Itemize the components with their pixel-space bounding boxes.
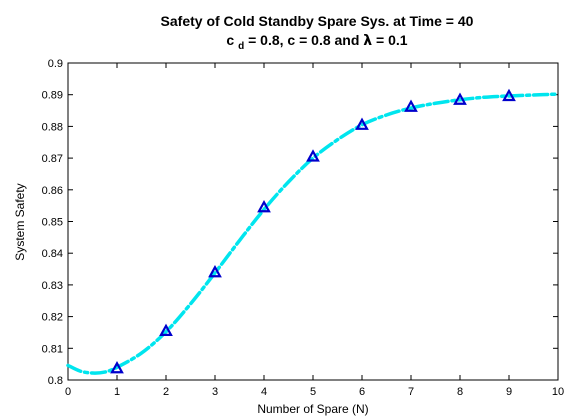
y-tick-label: 0.81 <box>42 343 63 355</box>
subtitle-subscript: d <box>238 41 244 52</box>
data-point-marker <box>159 323 173 336</box>
plot-area-frame <box>67 62 559 381</box>
data-point-marker <box>110 361 124 374</box>
series-markers-group <box>110 88 516 374</box>
x-tick-label: 0 <box>65 386 71 398</box>
y-axis-ticks: 0.8 0.81 0.82 0.83 0.84 0.85 0.86 0.87 0.88 0.89 0… <box>42 58 558 387</box>
data-point-marker <box>306 149 320 162</box>
x-tick-label: 8 <box>457 386 463 398</box>
subtitle-part1: c <box>226 32 234 48</box>
y-tick-label: 0.86 <box>42 185 63 197</box>
y-tick-label: 0.85 <box>42 217 63 229</box>
y-tick-label: 0.84 <box>42 248 63 260</box>
y-tick-label: 0.82 <box>42 312 63 324</box>
chart-subtitle: c d = 0.8, c = 0.8 and λ = 0.1 <box>226 32 407 52</box>
x-tick-label: 4 <box>261 386 267 398</box>
subtitle-part2: = 0.8, c = 0.8 and <box>248 32 363 48</box>
y-tick-label: 0.88 <box>42 121 63 133</box>
x-tick-label: 7 <box>408 386 414 398</box>
x-tick-label: 3 <box>212 386 218 398</box>
chart-title: Safety of Cold Standby Spare Sys. at Tim… <box>161 13 474 29</box>
x-tick-label: 2 <box>163 386 169 398</box>
y-axis-label: System Safety <box>13 183 27 260</box>
y-tick-label: 0.87 <box>42 153 63 165</box>
y-tick-label: 0.83 <box>42 280 63 292</box>
x-axis-ticks: 0 1 2 3 4 5 6 7 8 9 10 <box>65 63 564 398</box>
y-tick-label: 0.9 <box>48 58 63 70</box>
data-point-marker <box>257 199 271 213</box>
data-point-marker <box>208 264 222 278</box>
x-tick-label: 9 <box>506 386 512 398</box>
x-axis-label: Number of Spare (N) <box>257 402 368 416</box>
y-tick-label: 0.8 <box>48 375 63 387</box>
data-point-marker <box>404 99 418 112</box>
data-point-marker <box>355 117 369 130</box>
data-point-marker <box>502 88 516 102</box>
x-tick-label: 1 <box>114 386 120 398</box>
x-tick-label: 6 <box>359 386 365 398</box>
y-tick-label: 0.89 <box>42 90 63 102</box>
data-point-marker <box>453 92 467 105</box>
x-tick-label: 10 <box>552 386 564 398</box>
subtitle-lambda: λ <box>363 33 372 49</box>
x-tick-label: 5 <box>310 386 316 398</box>
subtitle-part3: = 0.1 <box>376 32 408 48</box>
